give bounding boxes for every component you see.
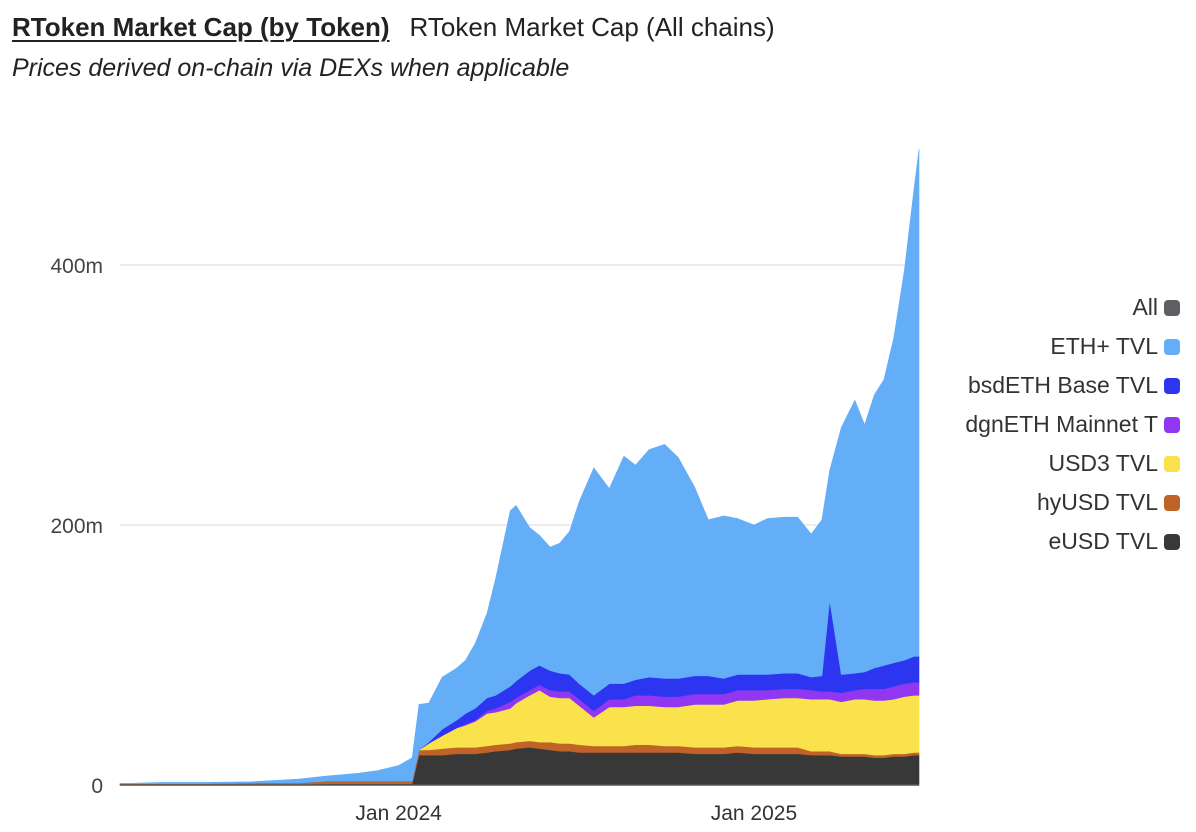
chart-legend: All ETH+ TVL bsdETH Base TVL dgnETH Mainnet… <box>880 288 1180 561</box>
x-tick-label: Jan 2024 <box>355 802 442 825</box>
legend-label: hyUSD TVL <box>1036 489 1158 515</box>
legend-item[interactable]: ETH+ TVL <box>880 327 1180 366</box>
y-tick-label: 0 <box>91 775 103 798</box>
legend-swatch <box>1164 455 1180 472</box>
legend-swatch <box>1164 416 1180 433</box>
chart-subtitle: Prices derived on-chain via DEXs when ap… <box>12 54 570 82</box>
legend-swatch <box>1164 494 1180 511</box>
chart-header: RToken Market Cap (by Token) RToken Mark… <box>12 12 1182 83</box>
tab-by-token[interactable]: RToken Market Cap (by Token) <box>12 12 390 42</box>
legend-swatch <box>1164 299 1180 316</box>
legend-label: USD3 TVL <box>1048 450 1158 476</box>
legend-label: All <box>1132 294 1158 320</box>
legend-swatch <box>1164 533 1180 550</box>
area-series-5 <box>119 149 920 784</box>
x-tick-label: Jan 2025 <box>711 802 797 825</box>
chart-tabs: RToken Market Cap (by Token) RToken Mark… <box>12 12 1182 48</box>
legend-swatch <box>1164 377 1180 394</box>
legend-item[interactable]: bsdETH Base TVL <box>880 366 1180 405</box>
legend-item[interactable]: eUSD TVL <box>880 522 1180 561</box>
y-tick-label: 200m <box>50 515 103 538</box>
legend-item[interactable]: dgnETH Mainnet T <box>880 405 1180 444</box>
legend-item[interactable]: USD3 TVL <box>880 444 1180 483</box>
legend-item[interactable]: hyUSD TVL <box>880 483 1180 522</box>
legend-swatch <box>1164 338 1180 355</box>
legend-label: dgnETH Mainnet T <box>965 411 1158 437</box>
legend-label: bsdETH Base TVL <box>967 372 1158 398</box>
y-tick-label: 400m <box>50 255 103 278</box>
legend-item[interactable]: All <box>880 288 1180 327</box>
tab-all-chains[interactable]: RToken Market Cap (All chains) <box>409 12 775 42</box>
legend-label: eUSD TVL <box>1048 528 1158 554</box>
legend-label: ETH+ TVL <box>1050 333 1158 359</box>
